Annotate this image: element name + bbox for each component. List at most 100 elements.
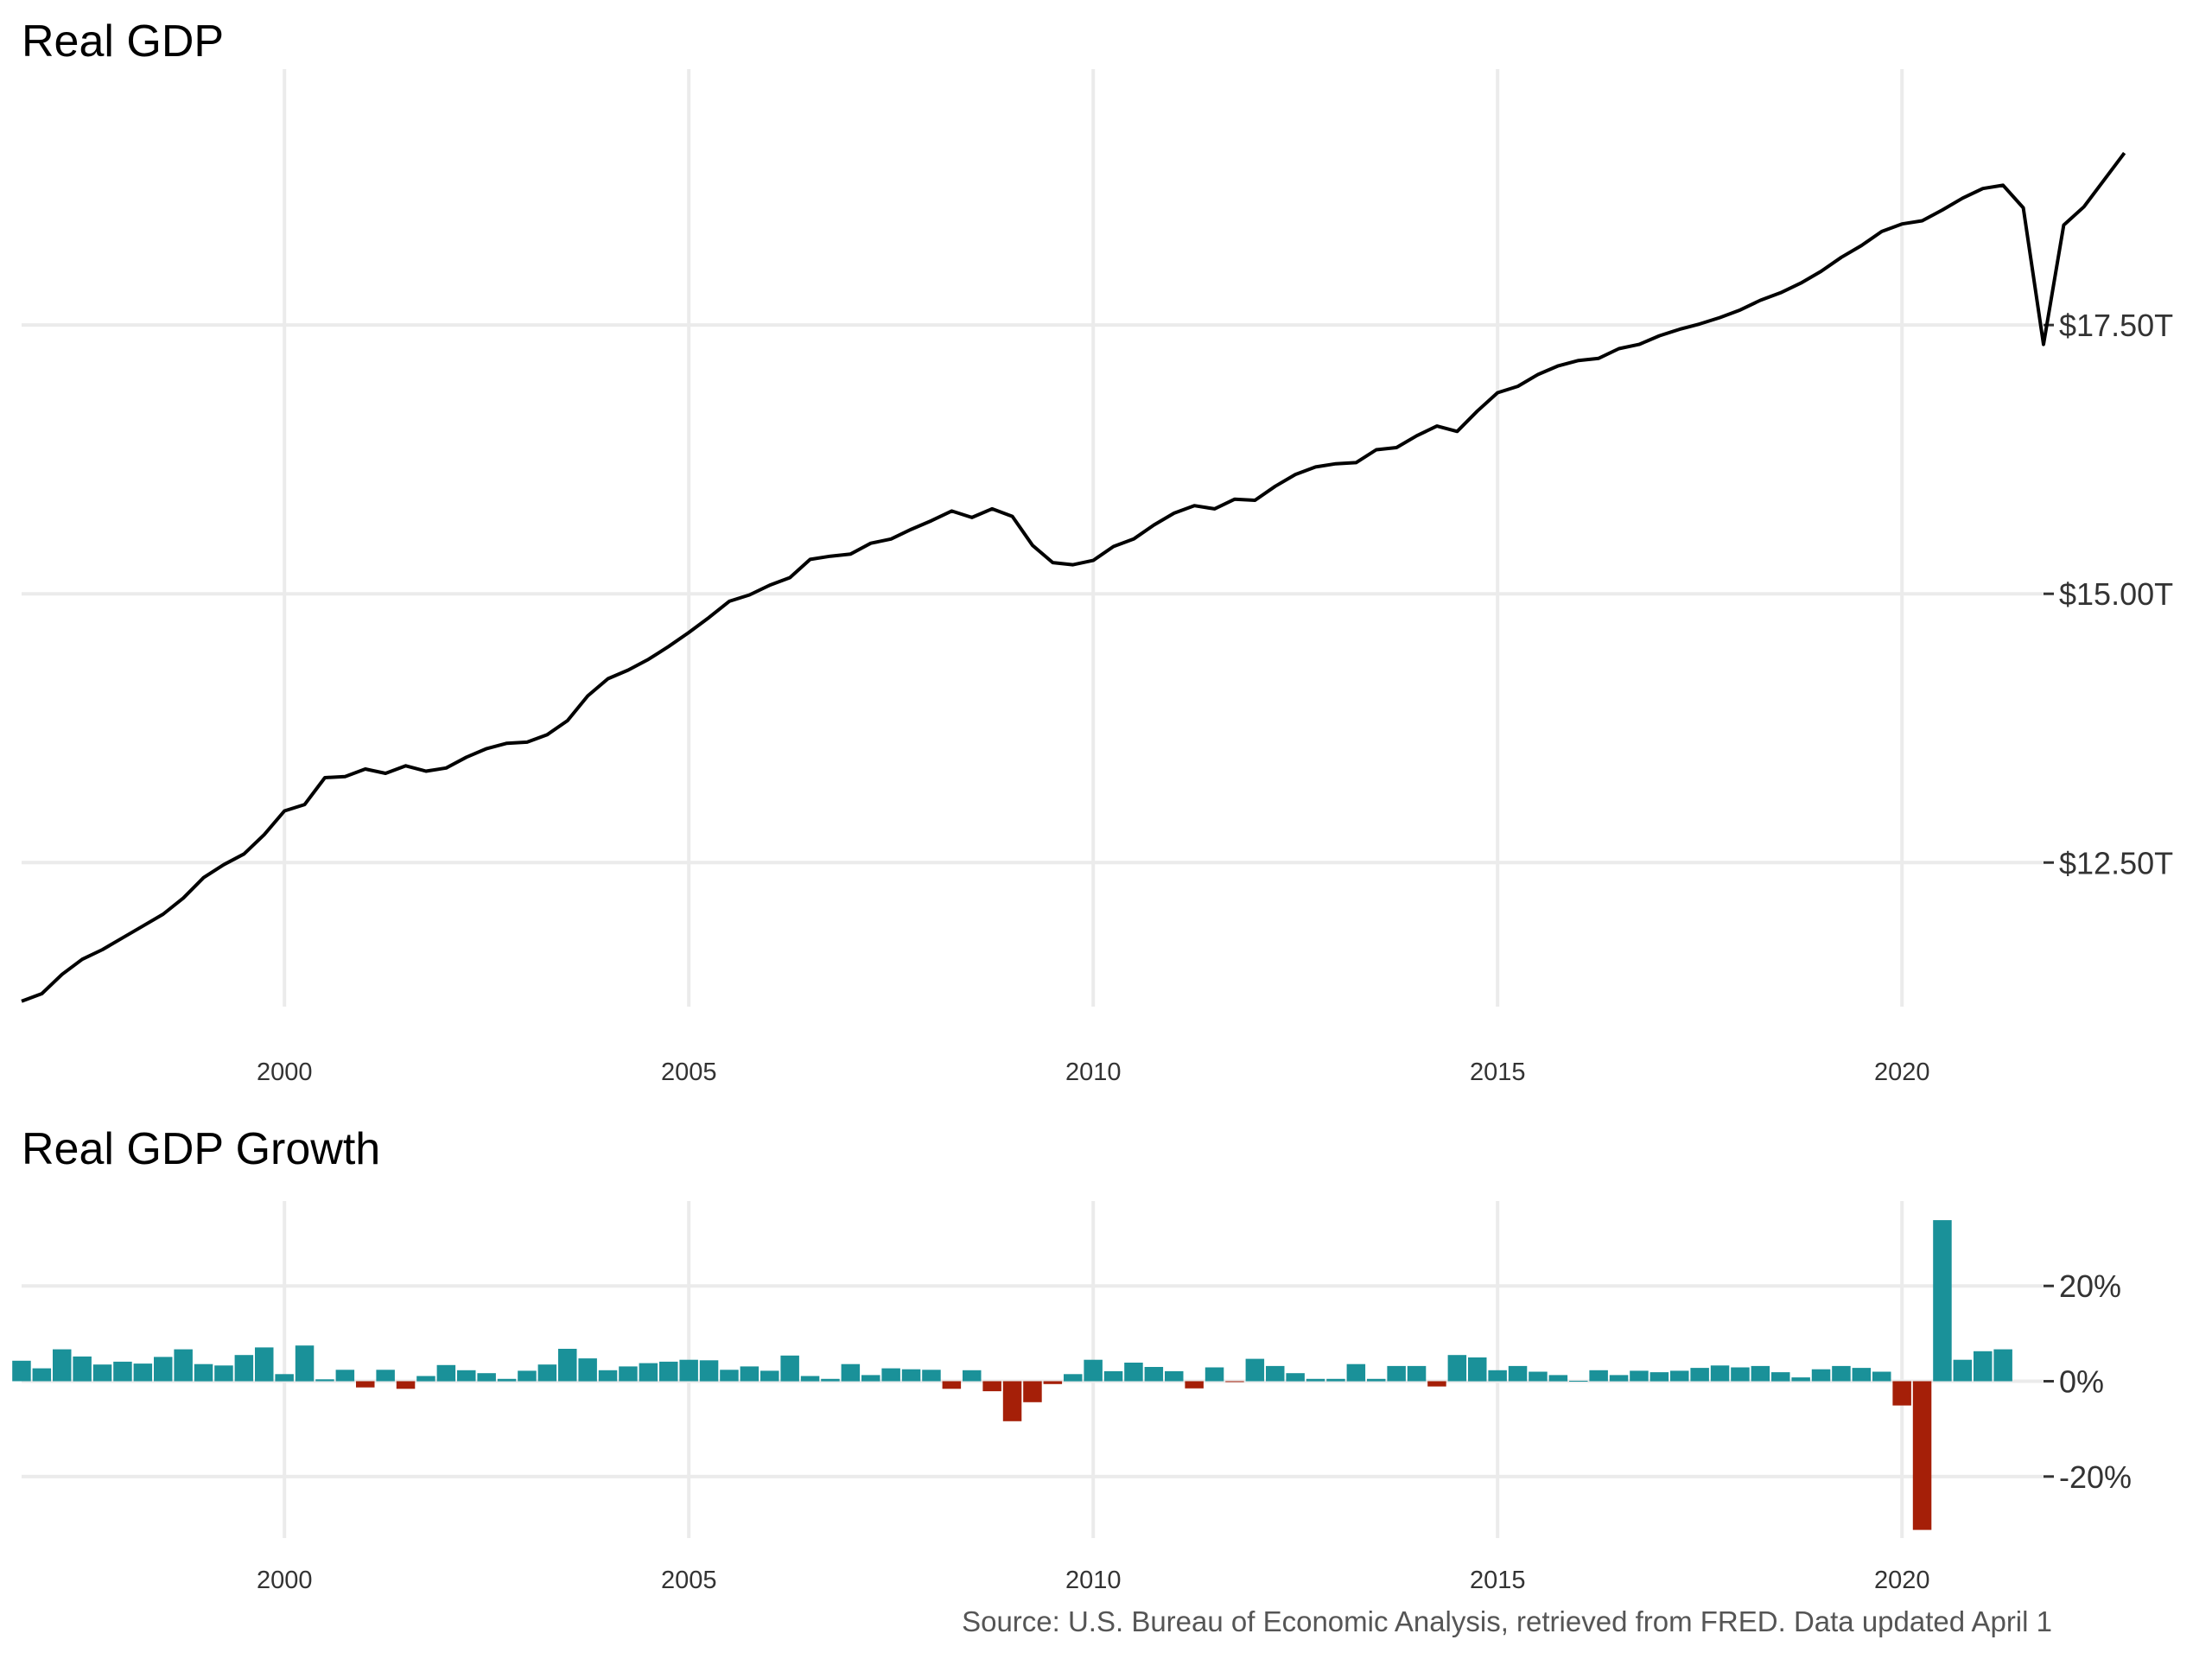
source-note: Source: U.S. Bureau of Economic Analysis… <box>962 1605 2052 1637</box>
x-tick-label: 2005 <box>661 1058 717 1086</box>
growth-bar <box>436 1364 456 1382</box>
growth-bar <box>457 1370 476 1382</box>
gdp-series-line <box>21 151 2126 1003</box>
x-tick-label: 2020 <box>1874 1058 1930 1086</box>
growth-bar <box>1407 1365 1427 1382</box>
growth-bar <box>396 1381 416 1389</box>
x-tick-label: 2000 <box>257 1058 313 1086</box>
growth-bar <box>1609 1375 1629 1382</box>
growth-bar <box>1103 1370 1123 1382</box>
x-tick-label: 2015 <box>1470 1058 1526 1086</box>
x-tick-label: 2010 <box>1065 1567 1122 1594</box>
growth-bar <box>659 1361 678 1382</box>
growth-bar <box>881 1368 900 1382</box>
growth-bar <box>1346 1363 1366 1382</box>
growth-bar <box>1447 1355 1467 1382</box>
growth-bar <box>1286 1373 1305 1382</box>
growth-bar <box>335 1370 355 1382</box>
growth-bar <box>639 1363 658 1382</box>
growth-bar <box>1548 1375 1568 1382</box>
growth-bar <box>518 1370 537 1382</box>
growth-bar <box>1326 1378 1345 1382</box>
growth-chart-title: Real GDP Growth <box>22 1124 381 1174</box>
growth-bar <box>133 1363 153 1382</box>
growth-bar <box>1569 1381 1588 1382</box>
growth-bar <box>1468 1357 1487 1382</box>
growth-bar <box>1266 1365 1285 1382</box>
growth-bar <box>1832 1365 1851 1382</box>
growth-bar <box>1124 1363 1143 1382</box>
growth-bar <box>679 1359 698 1382</box>
growth-bar <box>1084 1359 1103 1382</box>
growth-bar <box>1811 1369 1831 1382</box>
growth-bar <box>720 1370 739 1382</box>
growth-bar <box>1185 1381 1204 1389</box>
y-tick-label: $12.50T <box>2059 845 2173 880</box>
growth-bar <box>1872 1371 1891 1382</box>
growth-bar <box>154 1357 173 1382</box>
growth-bar <box>356 1381 375 1388</box>
growth-bar <box>922 1370 941 1382</box>
growth-bar <box>255 1347 274 1382</box>
growth-bar <box>295 1345 315 1382</box>
growth-bar <box>234 1355 254 1382</box>
growth-bar <box>376 1370 395 1382</box>
growth-bar <box>1974 1351 1993 1382</box>
growth-bar <box>113 1361 132 1382</box>
growth-bar <box>53 1349 72 1382</box>
growth-bar <box>1933 1220 1952 1382</box>
growth-bar <box>1710 1365 1730 1382</box>
growth-bar <box>619 1366 638 1382</box>
growth-bar <box>1892 1381 1911 1406</box>
growth-bar <box>1529 1371 1548 1382</box>
y-tick-label: $15.00T <box>2059 576 2173 612</box>
growth-bar <box>1023 1381 1042 1402</box>
y-tick-label: -20% <box>2059 1459 2132 1495</box>
x-tick-label: 2010 <box>1065 1058 1122 1086</box>
x-tick-label: 2005 <box>661 1567 717 1594</box>
x-tick-label: 2015 <box>1470 1567 1526 1594</box>
growth-bar <box>1953 1359 1973 1382</box>
y-tick-label: $17.50T <box>2059 308 2173 343</box>
growth-bar <box>1690 1368 1709 1382</box>
growth-bar <box>1427 1381 1446 1387</box>
growth-bar <box>1306 1378 1325 1382</box>
growth-bar <box>1367 1378 1386 1382</box>
growth-bar <box>214 1365 233 1382</box>
x-tick-label: 2020 <box>1874 1567 1930 1594</box>
growth-bar <box>841 1363 861 1382</box>
growth-bar <box>1731 1367 1750 1382</box>
growth-bar <box>1488 1370 1507 1382</box>
growth-bar <box>942 1381 962 1389</box>
growth-bar <box>1002 1381 1022 1421</box>
growth-bar <box>194 1363 213 1382</box>
growth-bar <box>477 1373 496 1382</box>
growth-bar <box>416 1376 435 1382</box>
growth-bar <box>1751 1365 1770 1382</box>
growth-bar <box>92 1364 112 1382</box>
growth-bar <box>598 1370 618 1382</box>
growth-bar <box>699 1360 719 1382</box>
growth-bar <box>578 1358 597 1382</box>
growth-bar <box>12 1360 31 1382</box>
growth-bar <box>275 1374 294 1382</box>
growth-bar <box>315 1379 334 1382</box>
x-tick-label: 2000 <box>257 1567 313 1594</box>
growth-bar <box>1165 1370 1184 1382</box>
growth-bar <box>760 1370 779 1382</box>
y-tick-label: 20% <box>2059 1268 2121 1304</box>
growth-bar <box>1912 1381 1932 1530</box>
growth-bar <box>1144 1367 1164 1382</box>
growth-bar <box>861 1375 880 1382</box>
growth-bar <box>174 1349 193 1382</box>
growth-bar <box>963 1370 982 1382</box>
growth-bar <box>1043 1381 1063 1384</box>
growth-bar <box>73 1356 92 1382</box>
growth-bar <box>1670 1370 1689 1382</box>
growth-bar <box>32 1368 52 1382</box>
growth-bar <box>1508 1365 1528 1382</box>
y-tick-label: 0% <box>2059 1364 2104 1400</box>
growth-bar <box>1791 1377 1810 1382</box>
growth-bar <box>1771 1372 1790 1382</box>
